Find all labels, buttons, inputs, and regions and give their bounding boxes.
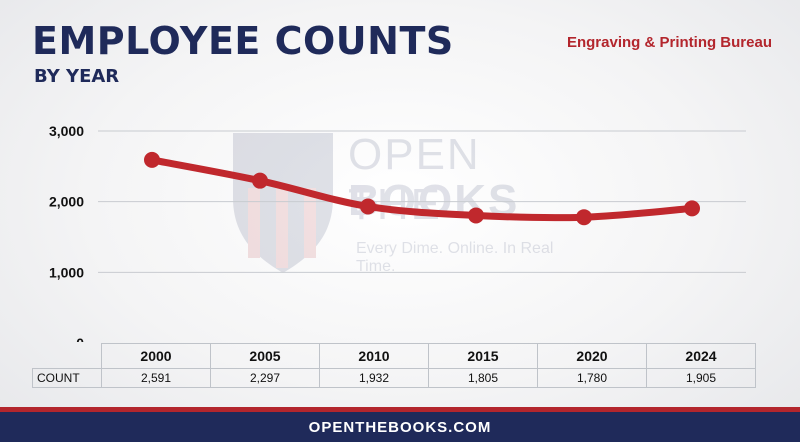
table-cell: 1,805 [428,368,538,388]
table-header-cell: 2010 [319,343,429,369]
y-tick-label: 0 [76,335,84,342]
footer-link[interactable]: OPENTHEBOOKS.COM [308,418,492,436]
y-tick-label: 3,000 [49,123,84,139]
y-tick-label: 1,000 [49,264,84,280]
table-cell: 2,591 [101,368,211,388]
table-header-cell: 2020 [537,343,647,369]
data-point [468,207,484,224]
table-header-cell: 2000 [101,343,211,369]
table-cell: 2,297 [210,368,320,388]
y-axis-ticks: 0 1,000 2,000 3,000 [49,123,84,342]
footer-bar: OPENTHEBOOKS.COM [0,407,800,442]
table-corner [33,344,102,369]
table-cell: 1,780 [537,368,647,388]
data-point [144,151,160,168]
table-header-cell: 2015 [428,343,538,369]
page-subtitle: BY YEAR [34,66,120,87]
series-line [148,156,696,222]
data-point [576,209,592,226]
y-tick-label: 2,000 [49,194,84,210]
data-point [684,200,700,217]
data-point [252,172,268,189]
table-cell: 1,905 [646,368,756,388]
data-point [360,198,376,215]
grid-lines [98,130,746,273]
data-table: 2000 2005 2010 2015 2020 2024 COUNT 2,59… [32,343,756,388]
table-row: COUNT 2,591 2,297 1,932 1,805 1,780 1,90… [32,368,756,388]
line-chart: 0 1,000 2,000 3,000 [49,123,746,342]
table-header-cell: 2005 [210,343,320,369]
table-header-row: 2000 2005 2010 2015 2020 2024 [33,343,756,369]
agency-name: Engraving & Printing Bureau [566,34,772,51]
page-title: EMPLOYEE COUNTS [32,19,454,63]
table-cell: 1,932 [319,368,429,388]
series-count [144,151,700,226]
table-row-label: COUNT [32,368,102,388]
table-header-cell: 2024 [646,343,756,369]
